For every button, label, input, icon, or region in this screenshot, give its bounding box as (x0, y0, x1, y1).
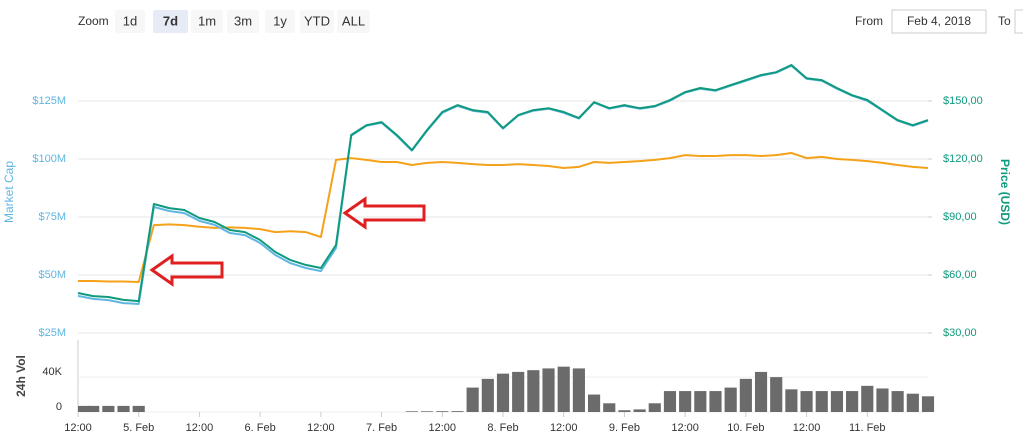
volume-bar (754, 371, 768, 412)
volume-bar (117, 405, 130, 412)
y-tick-label: 40K (42, 366, 62, 378)
volume-bar (800, 391, 813, 412)
x-tick-label: 5. Feb (123, 422, 154, 434)
volume-bar (891, 391, 904, 412)
volume-bar (709, 391, 722, 412)
y-tick-label: $100M (32, 153, 66, 165)
volume-bar (572, 368, 585, 412)
volume-bar (830, 391, 843, 412)
y2-axis-title: Price (USD) (998, 159, 1012, 225)
volume-bar (846, 391, 859, 412)
x-tick-label: 8. Feb (487, 422, 518, 434)
from-value[interactable]: Feb 4, 2018 (907, 14, 971, 28)
x-tick-label: 12:00 (793, 422, 821, 434)
x-tick-label: 10. Feb (727, 422, 764, 434)
x-tick-label: 12:00 (550, 422, 578, 434)
zoom-button[interactable] (337, 10, 370, 33)
zoom-button[interactable] (153, 10, 188, 33)
volume-bar (451, 411, 464, 412)
x-tick-label: 12:00 (307, 422, 335, 434)
y2-tick-label: $60,00 (943, 269, 977, 281)
series-line (77, 64, 929, 303)
volume-bar (679, 391, 692, 412)
volume-bar (405, 411, 418, 412)
x-tick-label: 11. Feb (849, 422, 886, 434)
y-axis-title: Market Cap (2, 161, 16, 223)
to-input[interactable] (1014, 9, 1023, 34)
zoom-button-label[interactable]: 1m (198, 13, 216, 28)
volume-bar (436, 411, 449, 412)
y-tick-label: 0 (56, 401, 62, 413)
x-tick-label: 12:00 (64, 422, 92, 434)
y-tick-label: $50M (38, 269, 66, 281)
volume-bar (132, 405, 145, 412)
volume-bar (906, 393, 919, 412)
volume-bar (542, 368, 555, 412)
volume-bar (785, 389, 798, 412)
y-tick-label: $25M (38, 327, 66, 339)
x-tick-label: 9. Feb (609, 422, 640, 434)
from-input[interactable] (891, 9, 987, 34)
y2-tick-label: $120,00 (943, 153, 983, 165)
volume-bar (815, 391, 828, 412)
zoom-button[interactable] (115, 10, 145, 33)
volume-bar (724, 387, 737, 412)
volume-bar (87, 405, 100, 412)
volume-bar (876, 388, 889, 412)
volume-bar (694, 391, 707, 412)
volume-bar (739, 378, 752, 412)
x-tick-label: 6. Feb (245, 422, 276, 434)
volume-bar (648, 403, 661, 412)
zoom-button-label[interactable]: YTD (304, 13, 330, 28)
volume-bar (466, 387, 479, 412)
zoom-button-label[interactable]: 3m (234, 13, 252, 28)
zoom-button[interactable] (265, 10, 295, 33)
zoom-button-label[interactable]: 1d (123, 13, 137, 28)
volume-bar (921, 396, 935, 412)
annotation-arrows (149, 196, 426, 287)
zoom-button-label[interactable]: ALL (342, 13, 365, 28)
to-label: To (998, 14, 1011, 28)
volume-bar (770, 377, 783, 412)
zoom-label: Zoom (78, 14, 109, 28)
y2-tick-label: $150,00 (943, 95, 983, 107)
volume-bar (527, 370, 540, 412)
volume-bar (102, 405, 115, 412)
volume-bar (78, 405, 91, 412)
arrow (149, 253, 224, 287)
y-tick-label: $75M (38, 211, 66, 223)
arrow (342, 196, 426, 230)
x-tick-label: 7. Feb (366, 422, 397, 434)
y-tick-label: $125M (32, 95, 66, 107)
volume-bar (633, 409, 646, 412)
volume-bar (512, 371, 525, 412)
y2-tick-label: $30,00 (943, 327, 977, 339)
volume-bar (861, 385, 874, 412)
volume-bar (421, 411, 434, 412)
volume-bar (557, 366, 570, 412)
volume-bar (481, 378, 494, 412)
volume-bar (588, 394, 601, 412)
volume-bar (603, 403, 616, 412)
x-tick-label: 12:00 (429, 422, 457, 434)
zoom-button[interactable] (191, 10, 223, 33)
from-label: From (855, 14, 883, 28)
zoom-button[interactable] (300, 10, 334, 33)
volume-bar (496, 373, 510, 412)
volume-bar (618, 410, 631, 412)
zoom-button-label[interactable]: 7d (163, 13, 178, 28)
zoom-button-label[interactable]: 1y (273, 13, 287, 28)
volume-bar (663, 391, 677, 412)
x-tick-label: 12:00 (671, 422, 699, 434)
volume-axis-title: 24h Vol (14, 355, 28, 397)
x-tick-label: 12:00 (186, 422, 214, 434)
y2-tick-label: $90,00 (943, 211, 977, 223)
zoom-button[interactable] (227, 10, 259, 33)
